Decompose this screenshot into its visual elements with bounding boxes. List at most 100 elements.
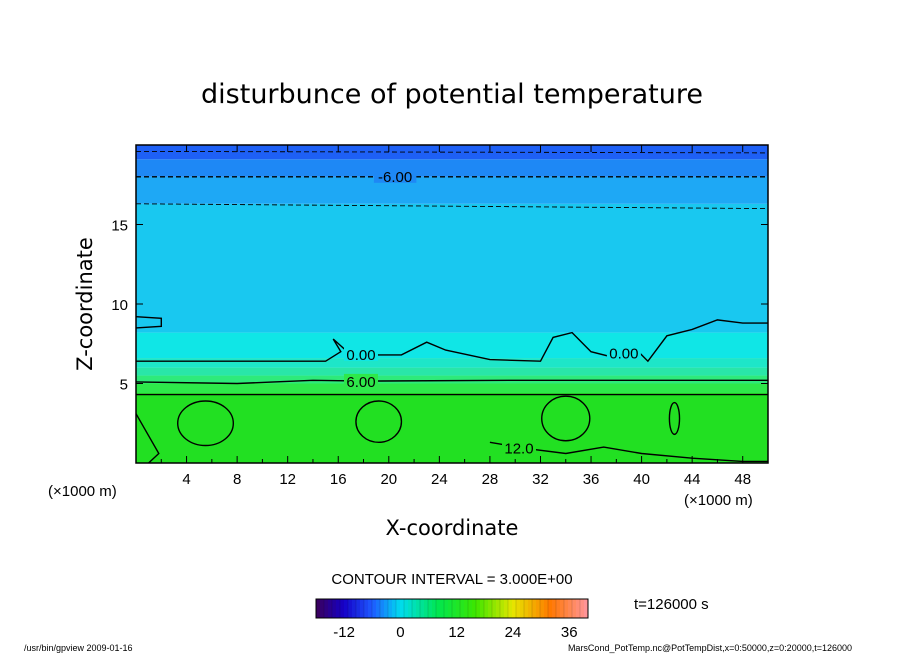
contour-label-bg-1 [343,346,378,361]
colorbar-cell-2 [324,599,329,618]
contour-solid-3 [135,379,768,385]
contour-lines [135,150,769,464]
x-axis-unit: (×1000 m) [684,492,753,509]
colorbar-cell-28 [428,599,433,618]
colorbar-cell-43 [488,599,493,618]
colorbar-tick-36: 36 [561,624,578,641]
colorbar-cell-17 [384,599,389,618]
contour-solid-4 [136,319,768,363]
colorbar-cell-45 [496,599,501,618]
colorbar-cell-48 [508,599,513,618]
colorbar-cell-29 [432,599,437,618]
x-axis-label: X-coordinate [386,516,519,540]
colorbar-cell-6 [340,599,345,618]
y-axis-ticks: 5 10 15 [111,218,768,394]
band-7 [136,176,768,204]
contour-label-bg-2 [606,345,641,360]
colorbar-cell-52 [524,599,529,618]
x-tick-label-36: 36 [583,471,600,488]
colorbar-cell-34 [452,599,457,618]
colorbar-cell-25 [416,599,421,618]
x-tick-label-44: 44 [684,471,701,488]
contour-closed-1 [355,400,403,444]
band-5 [136,332,768,359]
colorbar-cell-20 [396,599,401,618]
colorbar-cell-49 [512,599,517,618]
colorbar-cell-12 [364,599,369,618]
band-1 [136,383,768,394]
colorbar-cell-11 [360,599,365,618]
colorbar-cell-14 [372,599,377,618]
plot-area [135,144,769,464]
contour-label-bg-4 [501,440,536,455]
band-4 [136,358,768,368]
x-tick-label-40: 40 [633,471,650,488]
colorbar-cell-44 [492,599,497,618]
colorbar-cell-58 [548,599,553,618]
band-8 [136,159,768,177]
colorbar-cell-23 [408,599,413,618]
colorbar-cell-60 [556,599,561,618]
colorbar-tick-24: 24 [505,624,522,641]
colorbar-cell-32 [444,599,449,618]
colorbar-ticks: -12 0 12 24 36 [333,624,577,641]
colorbar-cell-56 [540,599,545,618]
contour-closed-2 [541,395,591,442]
colorbar-cell-33 [448,599,453,618]
colorbar-cell-57 [544,599,549,618]
colorbar-cell-3 [328,599,333,618]
colorbar-tick-0: 0 [396,624,404,641]
colorbar-cell-13 [368,599,373,618]
contour-dashed-1 [135,203,769,210]
x-tick-label-4: 4 [182,471,190,488]
colorbar-cell-5 [336,599,341,618]
colorbar [315,599,589,618]
contour-labels: -6.00 0.00 0.00 6.00 12.0 [343,168,641,458]
x-tick-label-12: 12 [279,471,296,488]
colorbar-cell-39 [472,599,477,618]
colorbar-cell-65 [576,599,581,618]
contour-closed-0 [177,400,235,447]
colorbar-cell-21 [400,599,405,618]
y-axis-label: Z-coordinate [73,237,97,371]
colorbar-cell-40 [476,599,481,618]
y-axis-unit: (×1000 m) [48,483,117,500]
x-tick-label-24: 24 [431,471,448,488]
footer-right: MarsCond_PotTemp.nc@PotTempDist,x=0:5000… [568,643,852,653]
contour-label-3: 6.00 [346,374,375,391]
colorbar-cell-15 [376,599,381,618]
contour-label-4: 12.0 [504,441,533,458]
colorbar-cell-36 [460,599,465,618]
chart-title: disturbunce of potential temperature [201,79,703,110]
y-tick-label-5: 5 [120,377,128,394]
colorbar-cell-26 [420,599,425,618]
contour-label-0: -6.00 [378,169,412,186]
colorbar-cell-31 [440,599,445,618]
colorbar-cell-55 [536,599,541,618]
colorbar-cell-63 [568,599,573,618]
colorbar-cell-7 [344,599,349,618]
colorbar-cell-67 [584,599,589,618]
colorbar-cell-54 [532,599,537,618]
y-tick-label-15: 15 [111,218,128,235]
colorbar-cell-53 [528,599,533,618]
colorbar-cell-62 [564,599,569,618]
contour-solid-5 [135,316,163,329]
colorbar-cell-0 [316,599,321,618]
colorbar-cell-18 [388,599,393,618]
y-tick-label-10: 10 [111,297,128,314]
colorbar-cell-42 [484,599,489,618]
shaded-bands [136,145,768,463]
colorbar-cell-38 [468,599,473,618]
colorbar-cell-1 [320,599,325,618]
colorbar-cell-10 [356,599,361,618]
band-2 [136,375,768,384]
colorbar-cell-27 [424,599,429,618]
contour-interval-label: CONTOUR INTERVAL = 3.000E+00 [331,571,572,588]
time-label: t=126000 s [634,596,709,613]
contour-dashed-2 [135,150,769,154]
colorbar-cell-46 [500,599,505,618]
contour-label-1: 0.00 [346,347,375,364]
colorbar-cell-19 [392,599,397,618]
contour-label-2: 0.00 [609,345,638,362]
